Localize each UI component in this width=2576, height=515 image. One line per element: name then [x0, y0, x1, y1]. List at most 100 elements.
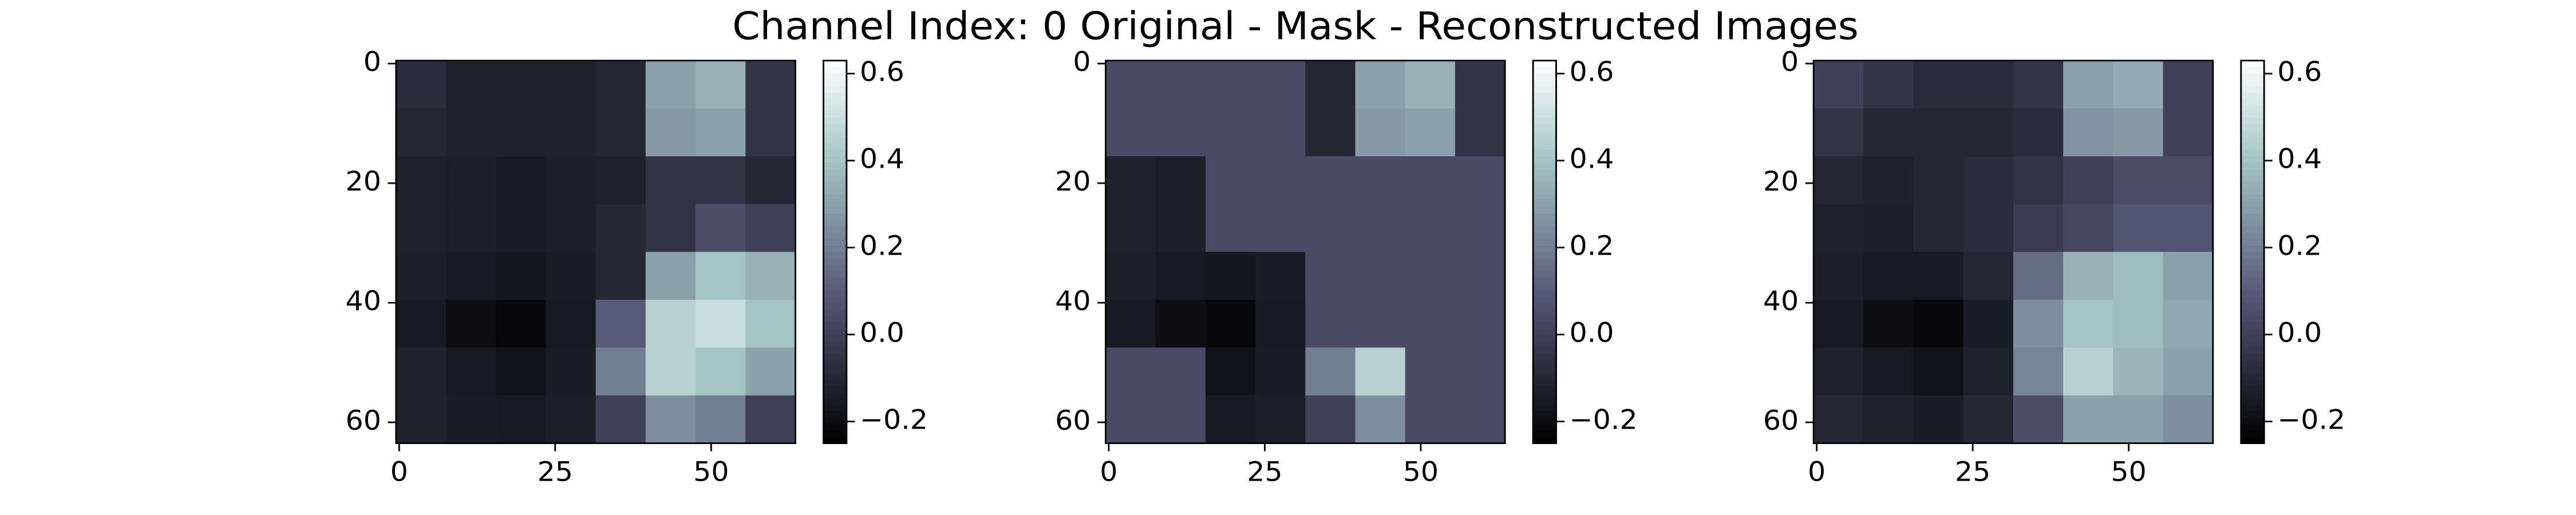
heatmap-cell: [696, 347, 746, 396]
colorbar-step: [823, 303, 847, 310]
colorbar-step: [1533, 92, 1556, 100]
colorbar-step: [2241, 258, 2265, 266]
colorbar-step: [1533, 137, 1556, 144]
colorbar-step: [1533, 67, 1556, 74]
colorbar-step: [2241, 309, 2265, 316]
heatmap-cell: [546, 204, 596, 253]
heatmap-cell: [696, 395, 746, 444]
heatmap-cell: [1155, 108, 1206, 157]
heatmap-cell: [696, 299, 746, 348]
heatmap-cell: [1455, 108, 1506, 157]
colorbar-step: [2241, 335, 2265, 342]
colorbar-step: [823, 347, 847, 355]
heatmap-cell: [2013, 108, 2064, 157]
colorbar-step: [823, 354, 847, 361]
colorbar-step: [823, 341, 847, 348]
heatmap-cell: [1405, 156, 1456, 205]
colorbar-step: [2241, 92, 2265, 100]
heatmap-cell: [1355, 347, 1406, 396]
colorbar-step: [823, 328, 847, 336]
heatmap-cell: [1963, 252, 2014, 300]
heatmap-cell: [1814, 204, 1864, 253]
heatmap-cell: [595, 156, 646, 205]
x-tick-label: 25: [1247, 456, 1282, 488]
colorbar-step: [823, 112, 847, 119]
heatmap-cell: [1155, 299, 1206, 348]
colorbar-step: [1533, 105, 1556, 113]
colorbar-step: [823, 283, 847, 291]
colorbar-step: [2241, 437, 2265, 444]
heatmap-cell: [396, 108, 447, 157]
colorbar-step: [2241, 220, 2265, 227]
colorbar-step: [1533, 277, 1556, 285]
colorbar-step: [2241, 130, 2265, 138]
axes-frame: [395, 60, 796, 445]
colorbar-step: [823, 315, 847, 323]
y-tick-label: 60: [1055, 405, 1091, 437]
colorbar-step: [1533, 373, 1556, 381]
heatmap-cell: [1255, 395, 1306, 444]
heatmap-cell: [2113, 204, 2164, 253]
heatmap-cell: [1105, 60, 1156, 109]
heatmap-cell: [496, 60, 547, 109]
x-tick-label: 0: [1100, 456, 1117, 488]
heatmap-cell: [1963, 204, 2014, 253]
heatmap-cell: [745, 252, 796, 300]
colorbar-step: [823, 335, 847, 342]
colorbar-step: [2241, 347, 2265, 355]
colorbar-step: [823, 67, 847, 74]
heatmap-cell: [1405, 252, 1456, 300]
heatmap-cell: [595, 347, 646, 396]
colorbar-step: [1533, 181, 1556, 189]
heatmap-cell: [1255, 108, 1306, 157]
colorbar-step: [2241, 264, 2265, 272]
heatmap-cell: [1205, 204, 1256, 253]
colorbar-step: [2241, 86, 2265, 93]
colorbar-tick-label: 0.6: [860, 56, 904, 88]
colorbar-step: [2241, 143, 2265, 151]
colorbar-step: [1533, 163, 1556, 170]
colorbar-step: [823, 437, 847, 444]
colorbar-step: [1533, 379, 1556, 387]
heatmap-cell: [2013, 204, 2064, 253]
heatmap-cell: [1205, 60, 1256, 109]
heatmap-cell: [1355, 60, 1406, 109]
colorbar-step: [1533, 303, 1556, 310]
heatmap-cell: [645, 108, 696, 157]
colorbar-step: [1533, 386, 1556, 393]
colorbar-step: [823, 290, 847, 298]
colorbar-step: [823, 405, 847, 412]
heatmap-cell: [1255, 299, 1306, 348]
colorbar-tick-label: 0.2: [1570, 230, 1614, 262]
heatmap-cell: [1863, 108, 1914, 157]
heatmap-cell: [1305, 156, 1356, 205]
colorbar-frame: [1532, 60, 1557, 445]
colorbar-step: [2241, 354, 2265, 361]
colorbar-step: [1533, 80, 1556, 87]
colorbar-step: [2241, 392, 2265, 399]
colorbar-step: [1533, 201, 1556, 208]
colorbar-step: [1533, 392, 1556, 399]
x-tick-label: 50: [2111, 456, 2146, 488]
heatmap-cell: [1913, 60, 1964, 109]
heatmap-cell: [1814, 395, 1864, 444]
heatmap-cell: [496, 156, 547, 205]
colorbar-step: [823, 201, 847, 208]
colorbar-step: [2241, 169, 2265, 176]
colorbar-step: [823, 277, 847, 285]
colorbar-step: [1533, 98, 1556, 106]
heatmap-cell: [2013, 299, 2064, 348]
colorbar-step: [2241, 315, 2265, 323]
colorbar-step: [2241, 137, 2265, 144]
colorbar-step: [2241, 290, 2265, 298]
heatmap-cell: [2013, 395, 2064, 444]
heatmap-cell: [1155, 252, 1206, 300]
heatmap-cell: [446, 156, 497, 205]
heatmap-cell: [1355, 204, 1406, 253]
colorbar-step: [2241, 201, 2265, 208]
colorbar-step: [823, 252, 847, 259]
heatmap-cell: [1405, 395, 1456, 444]
heatmap-cell: [1105, 252, 1156, 300]
colorbar-step: [2241, 232, 2265, 240]
